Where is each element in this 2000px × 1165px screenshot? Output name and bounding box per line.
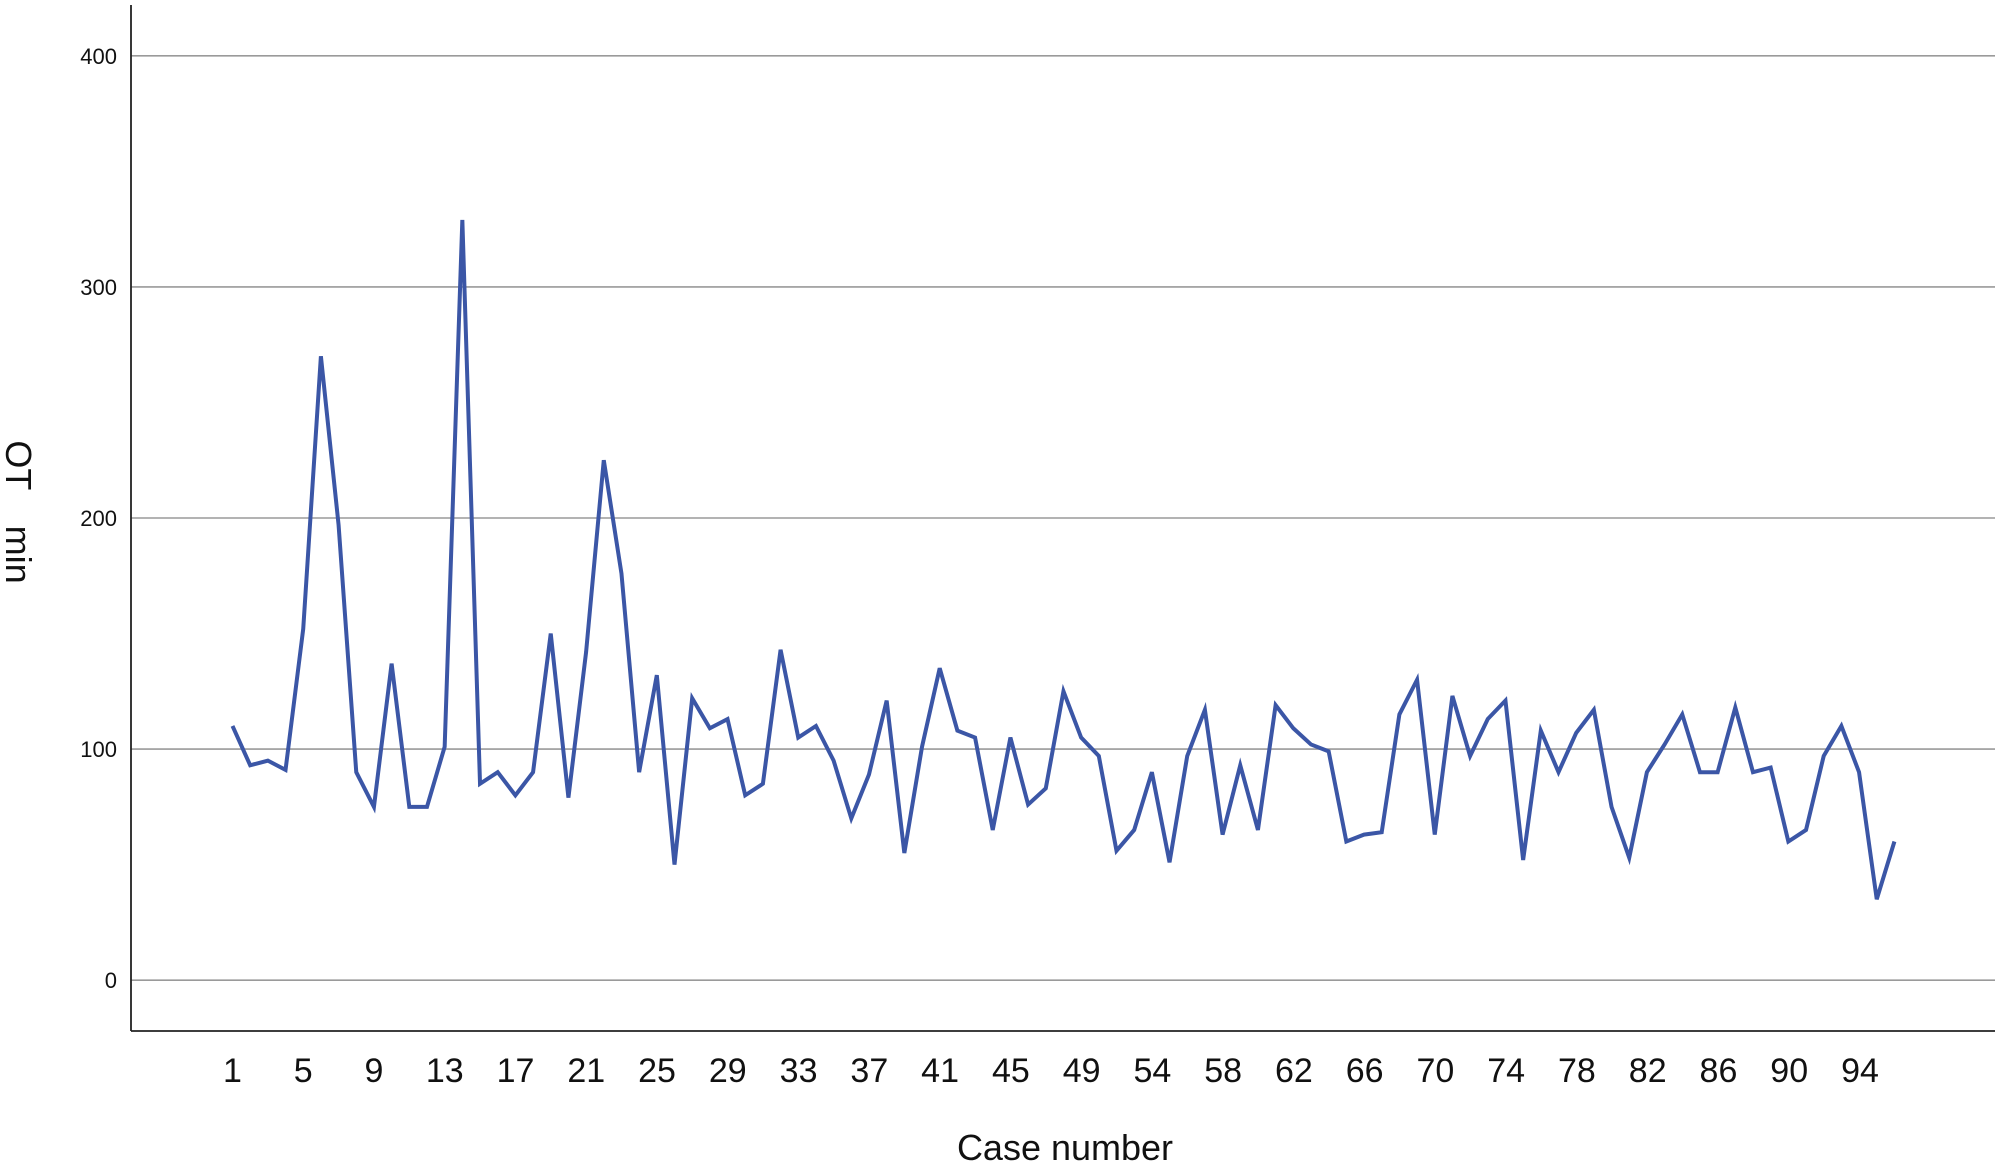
x-tick-label: 13 [426, 1052, 464, 1090]
y-tick-label: 100 [80, 737, 117, 762]
x-tick-label: 33 [780, 1052, 818, 1090]
x-tick-label: 94 [1841, 1052, 1879, 1090]
axes [130, 5, 1995, 1032]
x-tick-label: 49 [1063, 1052, 1101, 1090]
x-tick-label: 62 [1275, 1052, 1313, 1090]
x-tick-label: 25 [638, 1052, 676, 1090]
y-tick-label: 0 [105, 968, 117, 993]
x-tick-label: 66 [1346, 1052, 1384, 1090]
x-tick-label: 5 [294, 1052, 313, 1090]
series-line-0 [230, 219, 1897, 900]
x-tick-label: 41 [921, 1052, 959, 1090]
x-tick-label: 21 [567, 1052, 605, 1090]
x-tick-label: 54 [1133, 1052, 1171, 1090]
x-tick-label: 70 [1417, 1052, 1455, 1090]
series [230, 219, 1897, 900]
x-tick-label: 74 [1487, 1052, 1525, 1090]
x-tick-label: 17 [497, 1052, 535, 1090]
x-tick-label: 90 [1770, 1052, 1808, 1090]
x-tick-label: 29 [709, 1052, 747, 1090]
x-axis-title: Case number [957, 1127, 1173, 1165]
x-tick-label: 86 [1700, 1052, 1738, 1090]
y-tick-labels: 0 100 200 300 400 [80, 44, 117, 993]
y-tick-label: 200 [80, 506, 117, 531]
x-tick-label: 82 [1629, 1052, 1667, 1090]
x-tick-label: 58 [1204, 1052, 1242, 1090]
x-tick-label: 1 [223, 1052, 242, 1090]
gridlines [131, 55, 1995, 981]
x-tick-label: 78 [1558, 1052, 1596, 1090]
x-tick-label: 9 [365, 1052, 384, 1090]
x-tick-labels: 1 5 9 13 17 21 25 29 33 37 41 45 49 54 58 62 66 70 74 78 82 8… [223, 1052, 1879, 1090]
y-axis-title: OT min [0, 440, 39, 583]
x-tick-label: 37 [850, 1052, 888, 1090]
x-tick-label: 45 [992, 1052, 1030, 1090]
y-tick-label: 300 [80, 275, 117, 300]
y-tick-label: 400 [80, 44, 117, 69]
